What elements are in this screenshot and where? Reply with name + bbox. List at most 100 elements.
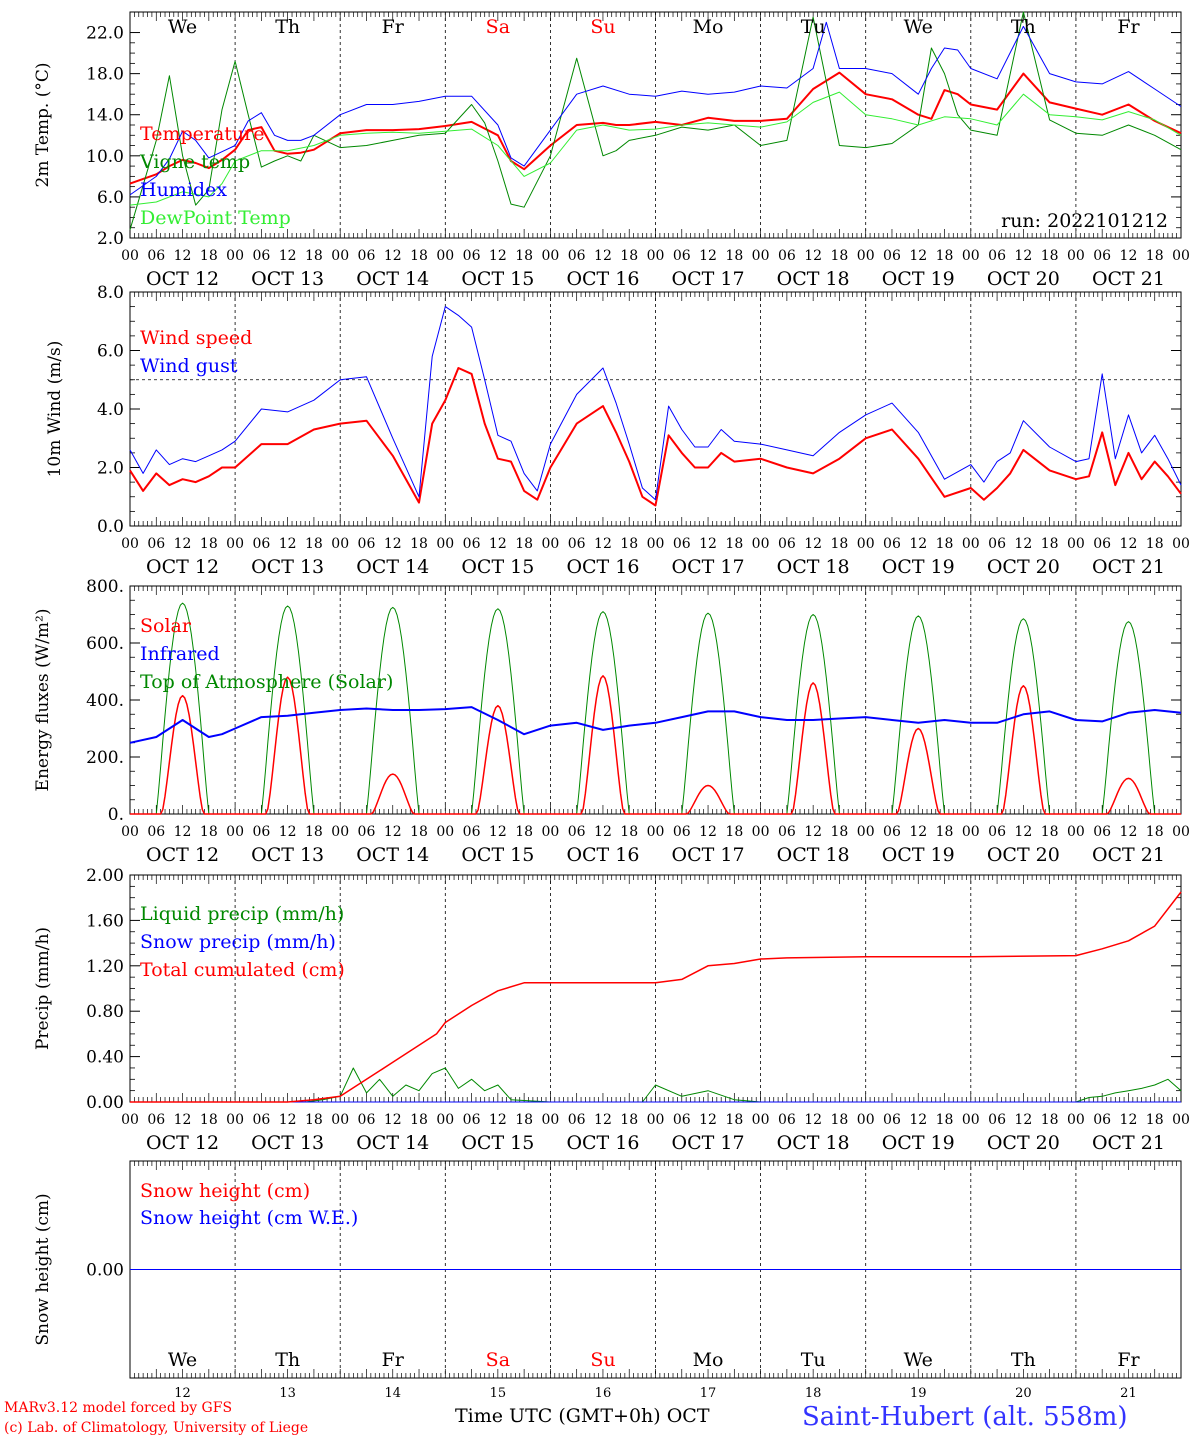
hour-tick-label: 12 [489, 248, 507, 264]
weekday-label: Th [1011, 16, 1036, 38]
hour-tick-label: 12 [489, 824, 507, 840]
date-label: OCT 18 [777, 556, 850, 578]
hour-tick-label: 18 [831, 536, 849, 552]
date-label: OCT 12 [146, 268, 219, 290]
hour-tick-label: 06 [252, 824, 270, 840]
hour-tick-label: 06 [358, 1112, 376, 1128]
hour-tick-label: 00 [436, 248, 454, 264]
hour-tick-label: 00 [1172, 248, 1190, 264]
energy-legend-entry: Infrared [140, 643, 220, 665]
hour-tick-label: 12 [279, 824, 297, 840]
hour-tick-label: 18 [515, 824, 533, 840]
energy-legend-entry: Top of Atmosphere (Solar) [140, 671, 393, 693]
date-label: OCT 20 [987, 556, 1060, 578]
precip-series-2-line [130, 891, 1182, 1103]
energy-legend-entry: Solar [140, 615, 192, 637]
day-number-label: 20 [1015, 1386, 1032, 1401]
weekday-label: We [168, 1349, 197, 1371]
hour-tick-label: 06 [358, 536, 376, 552]
weekday-label: Mo [693, 1349, 724, 1371]
hour-tick-label: 06 [1093, 824, 1111, 840]
date-label: OCT 17 [672, 1132, 745, 1154]
hour-tick-label: 06 [1093, 1112, 1111, 1128]
hour-tick-label: 12 [1014, 824, 1032, 840]
temperature-y-tick-label: 2.0 [97, 229, 124, 249]
hour-tick-label: 06 [883, 824, 901, 840]
weekday-label: Mo [693, 16, 724, 38]
hour-tick-label: 06 [358, 824, 376, 840]
hour-tick-label: 12 [489, 1112, 507, 1128]
hour-tick-label: 18 [410, 1112, 428, 1128]
temperature-legend-entry: DewPoint Temp [140, 207, 291, 229]
hour-tick-label: 00 [226, 536, 244, 552]
hour-tick-label: 18 [620, 536, 638, 552]
hour-tick-label: 00 [647, 1112, 665, 1128]
hour-tick-label: 06 [252, 536, 270, 552]
wind-y-tick-label: 2.0 [97, 459, 124, 479]
hour-tick-label: 06 [252, 248, 270, 264]
hour-tick-label: 12 [804, 1112, 822, 1128]
hour-tick-label: 12 [804, 536, 822, 552]
hour-tick-label: 18 [410, 248, 428, 264]
hour-tick-label: 06 [463, 536, 481, 552]
weekday-label: Fr [1117, 16, 1140, 38]
date-label: OCT 20 [987, 844, 1060, 866]
hour-tick-label: 18 [305, 536, 323, 552]
hour-tick-label: 00 [436, 536, 454, 552]
date-label: OCT 13 [251, 556, 324, 578]
hour-tick-label: 12 [279, 248, 297, 264]
temperature-legend-entry: Vigne temp [139, 151, 250, 173]
hour-tick-label: 00 [1067, 536, 1085, 552]
footer-lab-credit: (c) Lab. of Climatology, University of L… [4, 1420, 309, 1436]
hour-tick-label: 18 [410, 824, 428, 840]
hour-tick-label: 06 [988, 536, 1006, 552]
hour-tick-label: 12 [174, 536, 192, 552]
hour-tick-label: 06 [147, 824, 165, 840]
hour-tick-label: 12 [909, 536, 927, 552]
hour-tick-label: 00 [857, 248, 875, 264]
snow-y-tick-label: 0.00 [86, 1261, 124, 1281]
hour-tick-label: 18 [1146, 1112, 1164, 1128]
hour-tick-label: 18 [515, 248, 533, 264]
date-label: OCT 12 [146, 844, 219, 866]
weekday-label: Su [590, 16, 615, 38]
weekday-label: Su [590, 1349, 615, 1371]
hour-tick-label: 06 [673, 248, 691, 264]
precip-y-tick-label: 0.40 [86, 1048, 124, 1068]
hour-tick-label: 12 [174, 1112, 192, 1128]
temperature-y-axis-title: 2m Temp. (°C) [33, 62, 53, 187]
weekday-label: Th [275, 16, 300, 38]
hour-tick-label: 06 [147, 536, 165, 552]
date-label: OCT 13 [251, 268, 324, 290]
hour-tick-label: 00 [541, 1112, 559, 1128]
date-label: OCT 18 [777, 1132, 850, 1154]
hour-tick-label: 00 [121, 248, 139, 264]
precip-y-tick-label: 0.00 [86, 1093, 124, 1113]
weekday-label: Tu [801, 16, 826, 38]
hour-tick-label: 06 [1093, 536, 1111, 552]
hour-tick-label: 18 [1041, 536, 1059, 552]
day-number-label: 14 [384, 1386, 401, 1401]
hour-tick-label: 12 [594, 536, 612, 552]
hour-tick-label: 12 [1014, 248, 1032, 264]
precip-legend-entry: Total cumulated (cm) [140, 959, 345, 981]
hour-tick-label: 06 [778, 1112, 796, 1128]
hour-tick-label: 12 [1120, 1112, 1138, 1128]
hour-tick-label: 06 [568, 248, 586, 264]
energy-y-tick-label: 800. [86, 577, 124, 597]
hour-tick-label: 00 [226, 1112, 244, 1128]
hour-tick-label: 00 [121, 824, 139, 840]
hour-tick-label: 06 [988, 1112, 1006, 1128]
hour-tick-label: 06 [463, 824, 481, 840]
date-label: OCT 19 [882, 1132, 955, 1154]
hour-tick-label: 00 [1067, 1112, 1085, 1128]
date-label: OCT 12 [146, 556, 219, 578]
weekday-label: We [168, 16, 197, 38]
wind-legend-entry: Wind speed [140, 327, 252, 349]
hour-tick-label: 18 [305, 1112, 323, 1128]
hour-tick-label: 06 [147, 1112, 165, 1128]
hour-tick-label: 12 [174, 824, 192, 840]
hour-tick-label: 18 [1146, 248, 1164, 264]
date-label: OCT 21 [1092, 1132, 1165, 1154]
weekday-label: Fr [382, 1349, 405, 1371]
